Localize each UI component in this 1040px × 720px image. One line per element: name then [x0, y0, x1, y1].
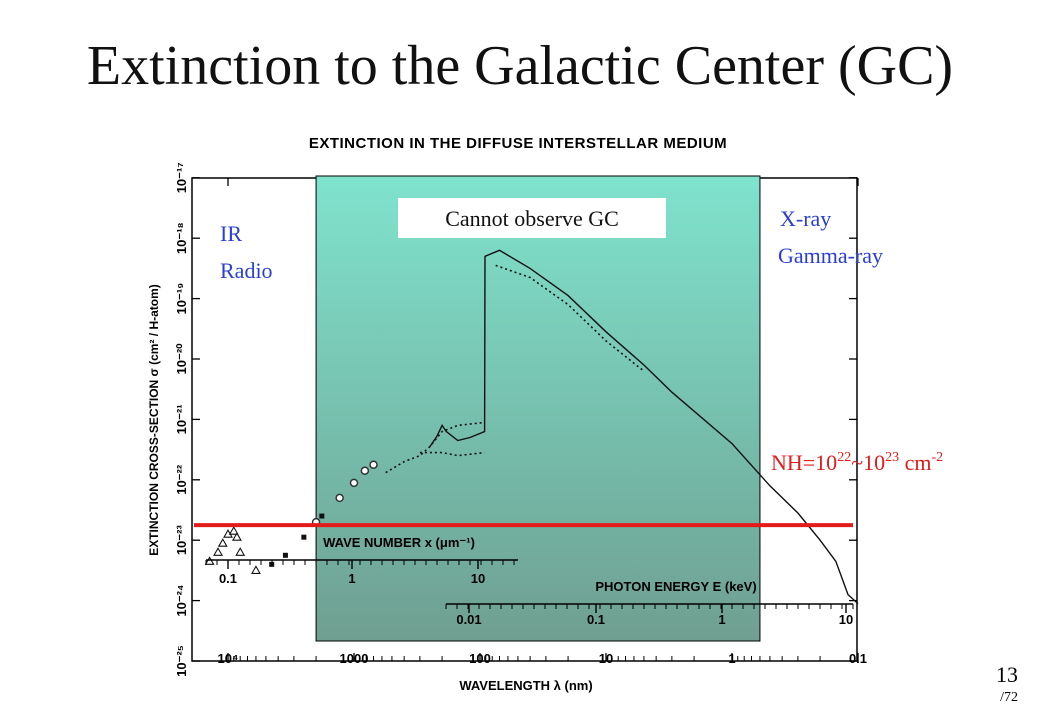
wavelength-tick-label: 0.1: [849, 651, 867, 666]
page-number: 13 /72: [996, 662, 1018, 706]
data-point-triangle: [228, 526, 239, 535]
wavelength-tick-label: 100: [469, 651, 491, 666]
y-tick-label: 10⁻¹⁹: [174, 283, 189, 315]
frame-ticks: [192, 177, 859, 662]
wavelength-tick-label: 1: [728, 651, 735, 666]
y-tick-label: 10⁻²²: [174, 464, 189, 495]
data-point-triangle: [231, 532, 242, 541]
photon-energy-tick-label: 1: [718, 612, 725, 627]
y-tick-label: 10⁻²⁴: [174, 585, 189, 617]
wavelength-tick-labels: 10⁴ 1000 100 10 1 0.1: [218, 651, 867, 666]
slide-title: Extinction to the Galactic Center (GC): [86, 35, 954, 97]
y-tick-label: 10⁻²⁵: [174, 645, 189, 677]
wavelength-tick-label: 10⁴: [218, 651, 239, 666]
nh-exp2: 23: [885, 450, 899, 465]
radio-label: Radio: [220, 258, 273, 283]
series-line-dotted-xray: [495, 264, 645, 372]
wavelength-tick-label: 1000: [340, 651, 369, 666]
y-tick-label: 10⁻²⁰: [174, 343, 189, 375]
cannot-observe-box: [398, 198, 666, 238]
data-point-circle: [349, 478, 359, 488]
series-line-solid: [429, 249, 859, 605]
cannot-observe-label: Cannot observe GC: [445, 206, 619, 231]
xray-label: X-ray: [780, 206, 831, 231]
ir-label: IR: [220, 221, 242, 246]
nh-column-density-label: NH=1022~1023 cm-2: [771, 450, 943, 475]
data-point-triangle: [213, 547, 223, 556]
series-line-dotted-lower: [419, 451, 485, 457]
data-point-circle: [360, 466, 370, 475]
data-point-circle: [369, 460, 378, 469]
y-tick-label: 10⁻²¹: [174, 404, 189, 434]
shaded-band: [315, 175, 761, 642]
data-layer: [204, 526, 307, 574]
series-line-dotted-upper: [385, 421, 485, 474]
photon-energy-axis-title: PHOTON ENERGY E (keV): [595, 579, 756, 594]
wave-number-tick-label: 1: [348, 571, 355, 586]
photon-energy-tick-label: 10: [839, 612, 853, 627]
wave-number-axis-title: WAVE NUMBER x (μm⁻¹): [323, 535, 475, 550]
data-point-triangle: [251, 565, 261, 574]
nh-exp1: 22: [837, 450, 851, 465]
photon-energy-tick-label: 0.01: [456, 612, 481, 627]
photon-energy-tick-label: 0.1: [587, 612, 605, 627]
y-axis-label: EXTINCTION CROSS-SECTION σ (cm² / H-atom…: [147, 284, 161, 556]
data-point-circle: [335, 493, 344, 503]
data-point-square: [282, 552, 288, 558]
data-point-square: [319, 513, 325, 519]
nh-exp3: -2: [931, 450, 943, 465]
data-point-triangle: [204, 556, 215, 565]
data-point-square: [301, 534, 307, 540]
wavelength-axis-title: WAVELENGTH λ (nm): [459, 678, 592, 693]
chart-title: EXTINCTION IN THE DIFFUSE INTERSTELLAR M…: [309, 135, 727, 152]
page-total: /72: [1000, 690, 1018, 705]
wave-number-tick-label: 10: [471, 571, 485, 586]
nh-unit: cm: [899, 450, 931, 475]
data-point-triangle: [235, 547, 246, 556]
page-current: 13: [996, 662, 1018, 687]
nh-mid: ~10: [851, 450, 885, 475]
y-tick-labels: 10⁻²⁵ 10⁻²⁴ 10⁻²³ 10⁻²² 10⁻²¹ 10⁻²⁰ 10⁻¹⁹ 10⁻¹⁸…: [174, 162, 189, 677]
secondary-layer: 0.1 1 10 WAVE NUMBER x (μm⁻¹) 0.01 0.1 1 10 PHOT…: [205, 249, 859, 627]
data-point-triangle: [217, 538, 228, 547]
y-tick-label: 10⁻¹⁷: [174, 162, 189, 193]
y-tick-label: 10⁻²³: [174, 525, 189, 556]
wavelength-tick-label: 10: [599, 651, 613, 666]
y-tick-label: 10⁻¹⁸: [174, 222, 189, 254]
wave-number-tick-label: 0.1: [219, 571, 237, 586]
gamma-ray-label: Gamma-ray: [778, 243, 883, 268]
nh-base: NH=10: [771, 450, 837, 475]
